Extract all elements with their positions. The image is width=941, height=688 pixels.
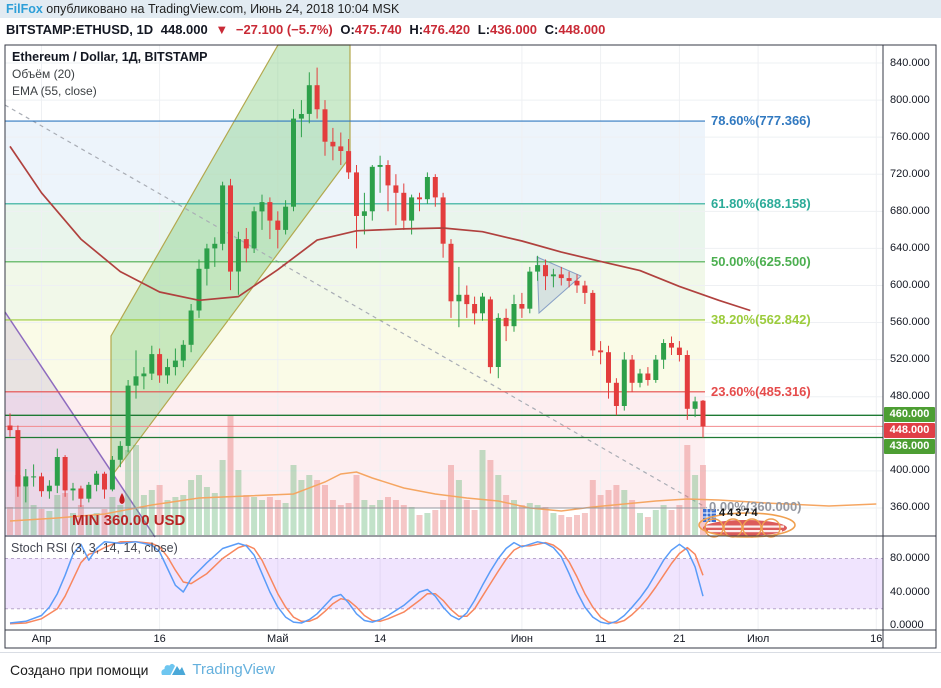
filfox-link[interactable]: FilFox: [6, 2, 43, 16]
publish-info: опубликовано на TradingView.com, Июнь 24…: [42, 2, 400, 16]
open-value: 475.740: [354, 22, 402, 37]
low-value: 436.000: [490, 22, 538, 37]
low-label: L:: [477, 22, 491, 37]
last-price: 448.000: [160, 22, 208, 37]
open-label: O:: [340, 22, 355, 37]
publish-header: FilFox опубликовано на TradingView.com, …: [0, 0, 941, 18]
tradingview-logo-icon: [161, 663, 186, 675]
close-value: 448.000: [558, 22, 606, 37]
price-change: −27.100 (−5.7%): [235, 22, 333, 37]
high-label: H:: [409, 22, 424, 37]
footer-text: Создано при помощи: [10, 661, 149, 678]
down-arrow-icon: ▼: [215, 22, 229, 37]
high-value: 476.420: [423, 22, 471, 37]
symbol-name: BITSTAMP:ETHUSD, 1D: [6, 22, 154, 37]
symbol-header: BITSTAMP:ETHUSD, 1D 448.000 ▼ −27.100 (−…: [0, 18, 941, 44]
footer-bar: Создано при помощи TradingView: [0, 652, 941, 688]
close-label: C:: [544, 22, 559, 37]
tradingview-link[interactable]: TradingView: [192, 661, 275, 678]
